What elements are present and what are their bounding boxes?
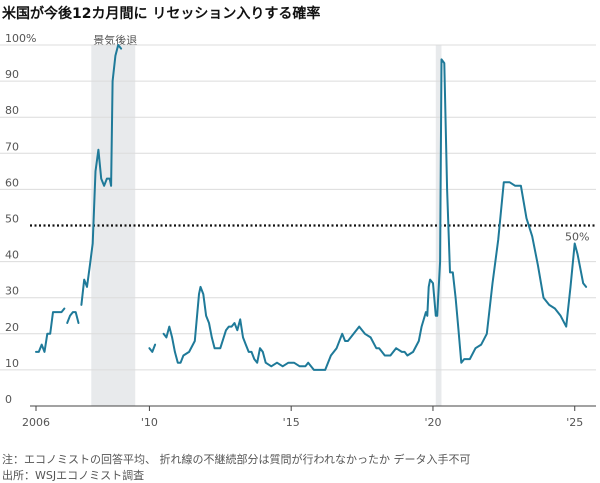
y-tick-label: 80 bbox=[5, 104, 19, 117]
recession-band bbox=[435, 45, 442, 406]
x-tick-label: '25 bbox=[566, 416, 583, 429]
y-axis-tick-labels: 0 10 20 30 40 50 60 70 80 90 100% bbox=[5, 32, 36, 406]
chart-note: 注：エコノミストの回答平均、 折れ線の不継続部分は質問が行われなかったか データ… bbox=[2, 453, 471, 466]
reference-line-label: 50% bbox=[565, 231, 589, 244]
y-tick-label: 50 bbox=[5, 213, 19, 226]
recession-bands: 景気後退 bbox=[91, 33, 442, 406]
x-tick-label: '20 bbox=[424, 416, 441, 429]
y-gridlines bbox=[0, 44, 596, 371]
x-tick-label: '10 bbox=[141, 416, 158, 429]
series-line-segment bbox=[35, 307, 66, 353]
x-tick-label: 2006 bbox=[22, 416, 50, 429]
series-line-segment bbox=[80, 44, 123, 306]
y-tick-label: 30 bbox=[5, 285, 19, 298]
reference-line-50: 50% bbox=[30, 224, 596, 244]
series-line-segment bbox=[66, 311, 80, 324]
probability-series bbox=[35, 44, 588, 371]
y-tick-label: 40 bbox=[5, 249, 19, 262]
series-line-segment bbox=[162, 58, 588, 371]
chart-source: 出所：WSJエコノミスト調査 bbox=[2, 469, 145, 482]
y-tick-label: 0 bbox=[5, 393, 12, 406]
x-axis: 2006 '10 '15 '20 '25 bbox=[22, 405, 596, 429]
series-line-segment bbox=[148, 343, 157, 353]
y-tick-label: 20 bbox=[5, 321, 19, 334]
y-tick-label: 100% bbox=[5, 32, 36, 45]
y-tick-label: 70 bbox=[5, 140, 19, 153]
y-tick-label: 10 bbox=[5, 357, 19, 370]
y-tick-label: 60 bbox=[5, 176, 19, 189]
chart-title: 米国が今後12カ月間に リセッション入りする確率 bbox=[2, 6, 321, 22]
x-tick-label: '15 bbox=[283, 416, 300, 429]
y-tick-label: 90 bbox=[5, 68, 19, 81]
recession-band-label: 景気後退 bbox=[93, 33, 137, 47]
